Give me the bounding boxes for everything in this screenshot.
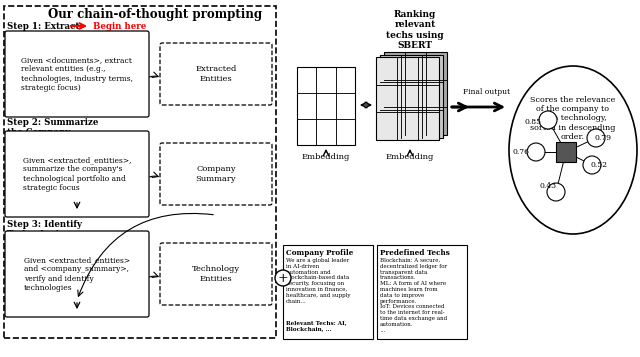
Text: Technology
Entities: Technology Entities <box>192 265 240 283</box>
FancyBboxPatch shape <box>5 31 149 117</box>
FancyBboxPatch shape <box>5 131 149 217</box>
Text: Embedding: Embedding <box>302 153 350 161</box>
Text: Step 3: Identify
Technologies: Step 3: Identify Technologies <box>7 220 82 240</box>
Circle shape <box>539 111 557 129</box>
Text: Extracted
Entities: Extracted Entities <box>195 65 237 82</box>
Circle shape <box>583 156 601 174</box>
Text: +: + <box>278 272 288 285</box>
FancyBboxPatch shape <box>5 231 149 317</box>
Bar <box>380 55 443 137</box>
FancyBboxPatch shape <box>160 143 272 205</box>
Bar <box>556 142 576 162</box>
FancyBboxPatch shape <box>160 243 272 305</box>
Text: 0.79: 0.79 <box>595 134 611 142</box>
Ellipse shape <box>509 66 637 234</box>
Text: Given <documents>, extract
relevant entities (e.g.,
technologies, industry terms: Given <documents>, extract relevant enti… <box>21 56 133 92</box>
Text: Ranking
relevant
techs using
SBERT: Ranking relevant techs using SBERT <box>386 10 444 50</box>
Text: 0.76: 0.76 <box>513 148 529 156</box>
Text: We are a global leader
in AI-driven
automation and
blockchain-based data
securit: We are a global leader in AI-driven auto… <box>286 258 351 303</box>
Text: 0.85: 0.85 <box>525 118 541 126</box>
Circle shape <box>547 183 565 201</box>
Bar <box>384 52 447 135</box>
Circle shape <box>527 143 545 161</box>
Text: Begin here: Begin here <box>93 22 147 31</box>
Circle shape <box>587 129 605 147</box>
FancyBboxPatch shape <box>377 245 467 339</box>
Text: Step 1: Extract
Entities: Step 1: Extract Entities <box>7 22 79 41</box>
Text: Scores the relevance
of the company to
each technology,
sorted in descending
ord: Scores the relevance of the company to e… <box>531 96 616 141</box>
Text: 0.52: 0.52 <box>591 161 607 169</box>
Text: Given <extracted_entities>
and <company_summary>,
verify and identify
technologi: Given <extracted_entities> and <company_… <box>24 256 130 292</box>
Text: Our chain-of-thought prompting: Our chain-of-thought prompting <box>48 8 262 21</box>
Text: Given <extracted_entities>,
summarize the company's
technological portfolio and
: Given <extracted_entities>, summarize th… <box>23 156 131 192</box>
Text: Blockchain: A secure,
decentralized ledger for
transparent data
transactions.
ML: Blockchain: A secure, decentralized ledg… <box>380 258 447 333</box>
Text: 0.43: 0.43 <box>540 182 557 190</box>
Text: Company Profile: Company Profile <box>286 249 353 257</box>
Bar <box>297 67 355 145</box>
FancyBboxPatch shape <box>283 245 373 339</box>
Text: Embedding: Embedding <box>386 153 434 161</box>
Text: Predefined Techs: Predefined Techs <box>380 249 450 257</box>
Text: Final output: Final output <box>463 88 510 96</box>
FancyBboxPatch shape <box>160 43 272 105</box>
Text: Company
Summary: Company Summary <box>196 165 236 182</box>
FancyArrowPatch shape <box>452 103 502 111</box>
Circle shape <box>275 270 291 286</box>
Text: Relevant Techs: AI,
Blockchain, ...: Relevant Techs: AI, Blockchain, ... <box>286 320 347 331</box>
FancyArrowPatch shape <box>452 103 466 111</box>
Bar <box>376 57 439 140</box>
Text: Step 2: Summarize
the Company: Step 2: Summarize the Company <box>7 118 99 137</box>
